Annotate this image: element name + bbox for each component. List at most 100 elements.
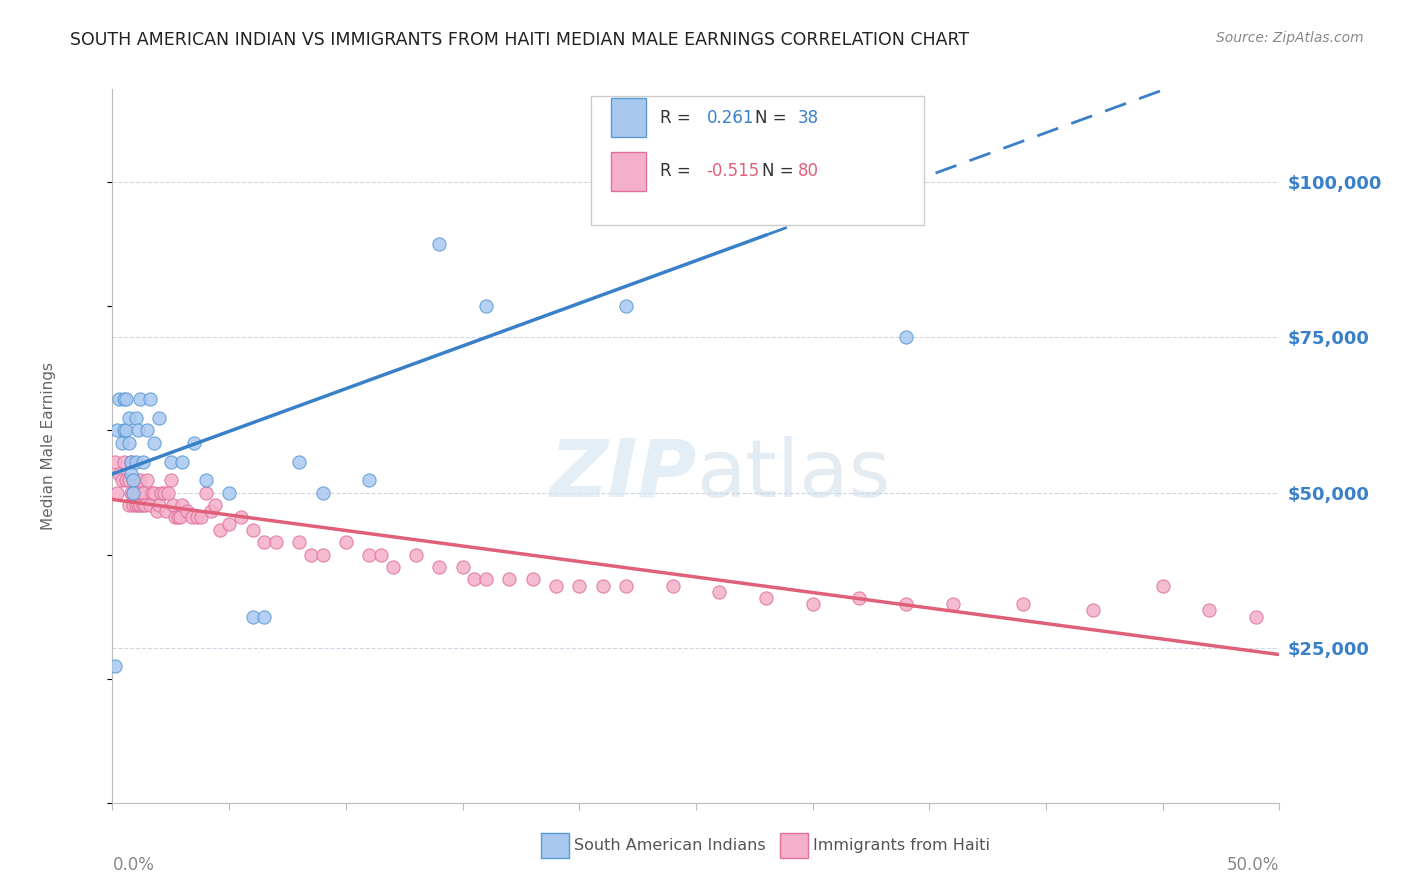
Point <box>125 498 148 512</box>
Point <box>125 454 148 468</box>
Point <box>405 548 427 562</box>
Text: Median Male Earnings: Median Male Earnings <box>41 362 56 530</box>
Point <box>162 498 184 512</box>
Point <box>264 535 287 549</box>
Text: SOUTH AMERICAN INDIAN VS IMMIGRANTS FROM HAITI MEDIAN MALE EARNINGS CORRELATION : SOUTH AMERICAN INDIAN VS IMMIGRANTS FROM… <box>70 31 969 49</box>
Point <box>299 548 322 562</box>
Point <box>108 392 131 407</box>
Point <box>194 473 217 487</box>
Point <box>614 579 637 593</box>
Text: atlas: atlas <box>696 435 890 514</box>
Point <box>132 485 155 500</box>
Point <box>115 424 138 438</box>
Point <box>118 411 141 425</box>
Point <box>169 510 191 524</box>
Point <box>335 535 357 549</box>
Point <box>427 237 450 252</box>
Point <box>118 473 141 487</box>
Point <box>127 424 149 438</box>
Bar <box>610 152 645 191</box>
Point <box>1244 609 1267 624</box>
Point <box>108 467 131 481</box>
Point <box>568 579 591 593</box>
Point <box>136 473 159 487</box>
Point <box>186 510 208 524</box>
Bar <box>610 98 645 137</box>
Point <box>111 473 134 487</box>
Point <box>218 485 240 500</box>
Point <box>848 591 870 605</box>
Point <box>253 535 276 549</box>
Point <box>180 510 202 524</box>
Point <box>498 573 520 587</box>
Text: R =: R = <box>659 109 690 127</box>
Text: South American Indians: South American Indians <box>574 838 765 853</box>
Point <box>1011 597 1033 611</box>
Text: 38: 38 <box>797 109 818 127</box>
Point <box>176 504 198 518</box>
Text: 50.0%: 50.0% <box>1227 856 1279 874</box>
Point <box>200 504 222 518</box>
Point <box>141 485 163 500</box>
Point <box>115 392 138 407</box>
Point <box>451 560 474 574</box>
Point <box>1152 579 1174 593</box>
Point <box>242 609 264 624</box>
Point <box>661 579 683 593</box>
Point <box>112 454 135 468</box>
FancyBboxPatch shape <box>591 96 924 225</box>
Point <box>118 498 141 512</box>
Point <box>242 523 264 537</box>
Point <box>125 411 148 425</box>
Point <box>129 498 152 512</box>
Point <box>134 498 156 512</box>
Text: 80: 80 <box>797 162 818 180</box>
Point <box>288 454 311 468</box>
Point <box>146 504 169 518</box>
Text: N =: N = <box>755 109 787 127</box>
Point <box>183 436 205 450</box>
Point <box>105 424 128 438</box>
Point <box>208 523 231 537</box>
Text: R =: R = <box>659 162 690 180</box>
Point <box>894 330 917 344</box>
Text: Immigrants from Haiti: Immigrants from Haiti <box>813 838 990 853</box>
Point <box>104 454 127 468</box>
Point <box>172 454 194 468</box>
Point <box>311 548 333 562</box>
Point <box>218 516 240 531</box>
Point <box>115 473 138 487</box>
Point <box>190 510 212 524</box>
Point <box>129 392 152 407</box>
Text: 0.261: 0.261 <box>706 109 754 127</box>
Point <box>359 548 381 562</box>
Point <box>122 498 145 512</box>
Text: -0.515: -0.515 <box>706 162 759 180</box>
Point <box>204 498 226 512</box>
Point <box>614 299 637 313</box>
Text: ZIP: ZIP <box>548 435 696 514</box>
Point <box>122 473 145 487</box>
Point <box>143 485 166 500</box>
Point <box>942 597 965 611</box>
Point <box>463 573 485 587</box>
Text: 0.0%: 0.0% <box>112 856 155 874</box>
Point <box>475 299 498 313</box>
Point <box>155 504 177 518</box>
Point <box>194 485 217 500</box>
Point <box>894 597 917 611</box>
Point <box>427 560 450 574</box>
Point <box>160 454 183 468</box>
Point <box>150 485 173 500</box>
Point <box>122 485 145 500</box>
Point <box>111 436 134 450</box>
Text: Source: ZipAtlas.com: Source: ZipAtlas.com <box>1216 31 1364 45</box>
Text: N =: N = <box>762 162 794 180</box>
Point <box>127 485 149 500</box>
Point <box>229 510 252 524</box>
Point <box>1081 603 1104 617</box>
Point <box>112 392 135 407</box>
Point <box>120 467 142 481</box>
Point <box>153 485 176 500</box>
Point <box>148 498 170 512</box>
